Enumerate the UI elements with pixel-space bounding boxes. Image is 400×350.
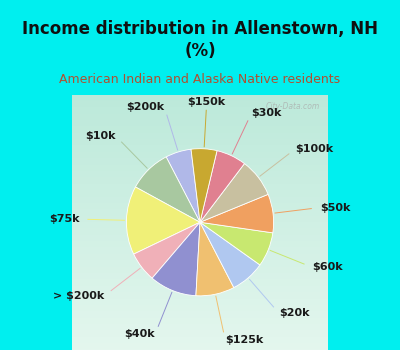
Text: $125k: $125k bbox=[225, 335, 264, 345]
Text: $200k: $200k bbox=[126, 102, 164, 112]
Wedge shape bbox=[200, 194, 274, 233]
Text: $30k: $30k bbox=[252, 108, 282, 118]
Wedge shape bbox=[152, 222, 200, 296]
Wedge shape bbox=[191, 149, 217, 222]
Wedge shape bbox=[196, 222, 234, 296]
Text: $60k: $60k bbox=[312, 262, 342, 272]
Text: > $200k: > $200k bbox=[53, 291, 104, 301]
Text: City-Data.com: City-Data.com bbox=[266, 102, 320, 111]
Wedge shape bbox=[136, 157, 200, 222]
Wedge shape bbox=[200, 150, 244, 222]
Text: $150k: $150k bbox=[188, 97, 226, 107]
Text: Income distribution in Allenstown, NH
(%): Income distribution in Allenstown, NH (%… bbox=[22, 20, 378, 60]
Wedge shape bbox=[200, 163, 268, 222]
Wedge shape bbox=[134, 222, 200, 278]
Wedge shape bbox=[126, 187, 200, 254]
Wedge shape bbox=[200, 222, 260, 288]
Text: American Indian and Alaska Native residents: American Indian and Alaska Native reside… bbox=[60, 73, 340, 86]
Wedge shape bbox=[166, 149, 200, 222]
Text: $40k: $40k bbox=[124, 329, 155, 339]
Text: $100k: $100k bbox=[296, 144, 334, 154]
Text: $50k: $50k bbox=[320, 203, 350, 212]
Text: $10k: $10k bbox=[85, 131, 116, 141]
Text: $20k: $20k bbox=[279, 308, 310, 318]
Text: $75k: $75k bbox=[49, 214, 80, 224]
Wedge shape bbox=[200, 222, 273, 265]
